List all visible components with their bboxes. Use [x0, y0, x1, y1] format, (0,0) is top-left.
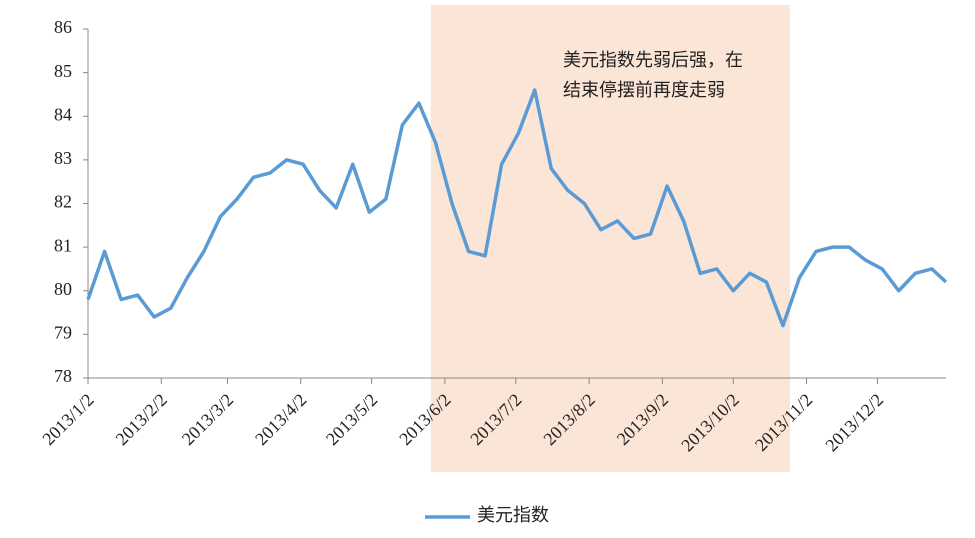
y-tick-label: 82 [54, 192, 72, 212]
x-tick-label: 2013/4/2 [251, 390, 310, 449]
y-tick-label: 86 [54, 17, 72, 37]
legend-label: 美元指数 [477, 505, 549, 525]
x-tick-label: 2013/3/2 [178, 390, 237, 449]
series-line [86, 88, 948, 328]
x-tick-label: 2013/5/2 [322, 390, 381, 449]
y-tick-label: 84 [54, 104, 72, 124]
y-tick-label: 85 [54, 61, 72, 81]
x-tick-label: 2013/12/2 [821, 390, 887, 456]
annotation: 美元指数先弱后强，在 [563, 50, 743, 70]
y-tick-label: 79 [54, 323, 72, 343]
y-tick-label: 81 [54, 235, 72, 255]
x-tick-label: 2013/1/2 [38, 390, 97, 449]
y-tick-label: 80 [54, 279, 72, 299]
shaded-period [430, 5, 790, 472]
annotation: 结束停摆前再度走弱 [563, 80, 725, 100]
y-tick-label: 78 [54, 366, 72, 386]
x-tick-label: 2013/2/2 [112, 390, 171, 449]
y-tick-label: 83 [54, 148, 72, 168]
